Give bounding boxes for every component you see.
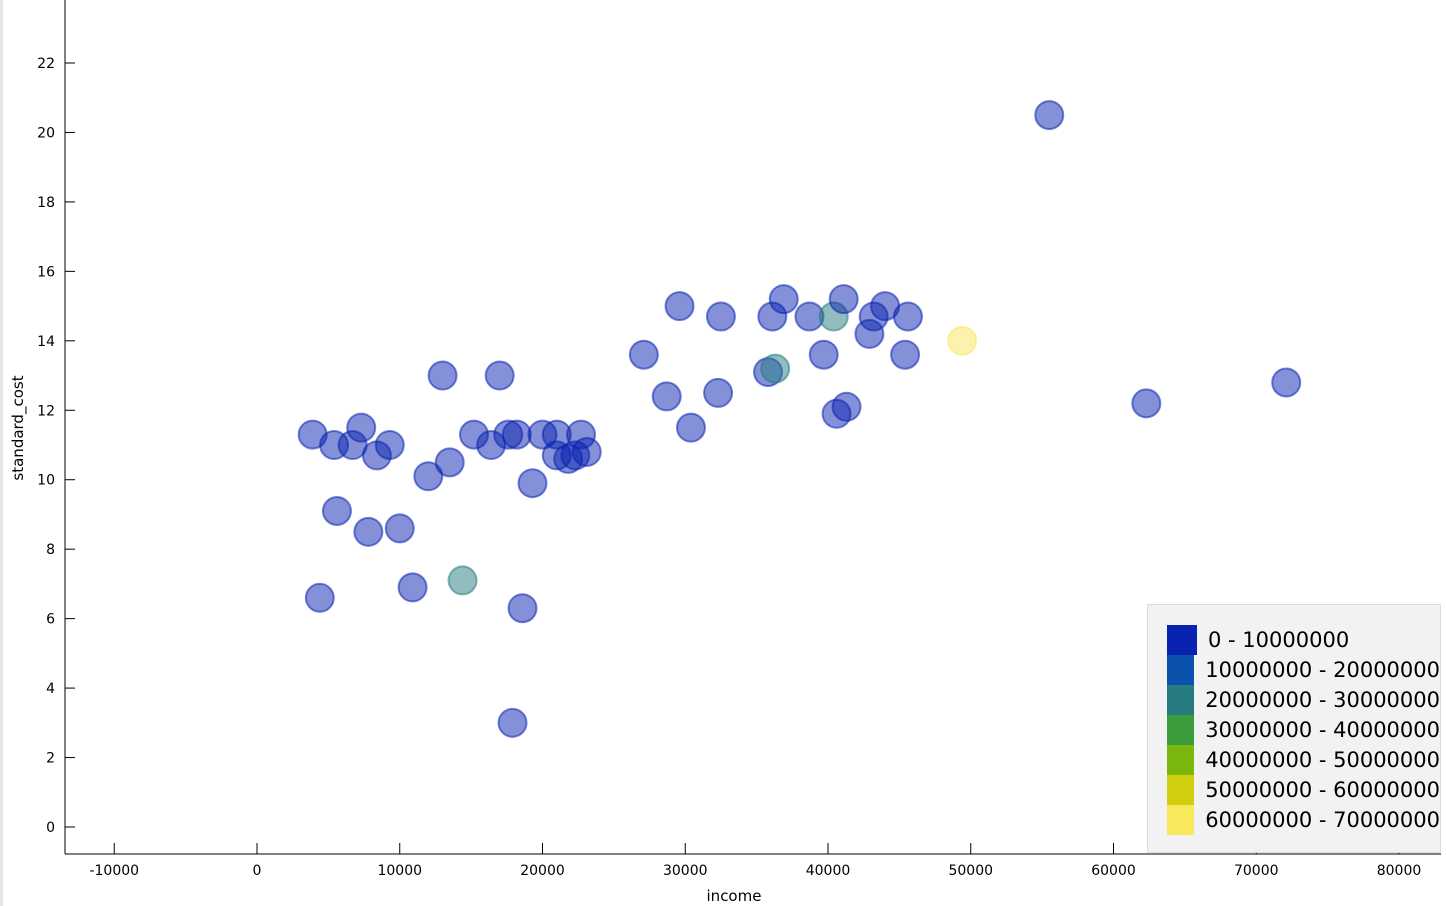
scatter-point [1034, 100, 1065, 131]
scatter-point [384, 513, 415, 544]
y-tick-label: 8 [46, 542, 55, 558]
scatter-point [760, 353, 791, 384]
legend-swatch [1167, 775, 1195, 805]
legend-swatch [1167, 625, 1197, 655]
legend-label: 0 - 10000000 [1208, 628, 1350, 652]
scatter-chart: -10000 0 10000 20000 30000 40000 50000 60000 700… [9, 0, 1441, 905]
x-tick-label: 80000 [1377, 863, 1422, 879]
axes-layer [64, 0, 1441, 855]
scatter-point [447, 565, 478, 596]
scatter-point [353, 516, 384, 547]
scatter-point [507, 593, 538, 624]
scatter-point [517, 468, 548, 499]
scatter-point [1131, 388, 1162, 419]
x-tick-label: 30000 [663, 863, 708, 879]
scatter-point [768, 284, 799, 315]
scatter-point [571, 436, 602, 467]
scatter-point [831, 391, 862, 422]
scatter-point [828, 284, 859, 315]
scatter-point [304, 582, 335, 613]
scatter-point [651, 381, 682, 412]
scatter-point [374, 430, 405, 460]
legend-item: 20000000 - 30000000 [1148, 685, 1440, 715]
scatter-point [628, 339, 659, 370]
y-tick-label: 4 [46, 681, 55, 697]
x-tick-label: 40000 [806, 863, 851, 879]
y-tick-label: 16 [37, 264, 55, 280]
y-tick-label: 18 [37, 195, 55, 211]
legend-swatch [1167, 745, 1195, 775]
scatter-point [497, 707, 528, 738]
scatter-point [892, 301, 923, 332]
legend-item: 30000000 - 40000000 [1148, 715, 1440, 745]
scatter-point [397, 572, 428, 603]
legend-item: 40000000 - 50000000 [1148, 745, 1440, 775]
x-axis-title: income [707, 887, 762, 905]
x-tick-label: 50000 [948, 863, 993, 879]
scatter-point [413, 461, 444, 492]
y-tick-label: 6 [46, 612, 55, 628]
scatter-point [890, 339, 921, 370]
x-tick-label: 0 [253, 863, 262, 879]
legend-label: 60000000 - 70000000 [1205, 808, 1440, 832]
y-tick-label: 10 [37, 473, 55, 489]
legend-label: 30000000 - 40000000 [1205, 718, 1440, 742]
scatter-point [346, 412, 377, 443]
scatter-point [947, 325, 978, 356]
legend-swatch [1167, 685, 1195, 715]
scatter-point [705, 301, 736, 332]
x-tick-label: 60000 [1091, 863, 1136, 879]
y-tick-label: 22 [37, 56, 55, 72]
y-tick-label: 0 [46, 820, 55, 836]
points-layer [297, 100, 1302, 738]
legend-item: 50000000 - 60000000 [1148, 775, 1440, 805]
scatter-point [675, 412, 706, 443]
scatter-point [321, 495, 352, 526]
x-ticks: -10000 0 10000 20000 30000 40000 50000 60000 700… [89, 843, 1421, 879]
legend: 0 - 10000000 10000000 - 20000000 20000000 … [1147, 604, 1441, 853]
x-tick-label: -10000 [89, 863, 139, 879]
legend-label: 10000000 - 20000000 [1205, 658, 1440, 682]
scatter-point [434, 447, 465, 478]
legend-swatch [1167, 805, 1195, 835]
legend-label: 20000000 - 30000000 [1205, 688, 1440, 712]
y-tick-label: 20 [37, 125, 55, 141]
legend-swatch [1167, 715, 1195, 745]
legend-item: 10000000 - 20000000 [1148, 655, 1440, 685]
legend-swatch [1167, 655, 1195, 685]
scatter-point [808, 339, 839, 370]
y-ticks: 0 2 4 6 8 10 12 14 16 18 20 22 [37, 56, 75, 836]
scatter-point [1271, 367, 1302, 398]
y-tick-label: 12 [37, 403, 55, 419]
x-tick-label: 10000 [377, 863, 422, 879]
scatter-point [427, 360, 458, 391]
scatter-point [703, 377, 734, 408]
legend-label: 50000000 - 60000000 [1205, 778, 1440, 802]
legend-item: 60000000 - 70000000 [1148, 805, 1440, 835]
x-tick-label: 20000 [520, 863, 565, 879]
y-tick-label: 2 [46, 751, 55, 767]
legend-item: 0 - 10000000 [1148, 625, 1440, 655]
x-tick-label: 70000 [1234, 863, 1279, 879]
scatter-point [501, 419, 532, 450]
y-tick-label: 14 [37, 334, 55, 350]
scatter-point [484, 360, 515, 391]
scatter-point [664, 291, 695, 322]
y-axis-title: standard_cost [9, 375, 28, 480]
legend-label: 40000000 - 50000000 [1205, 748, 1440, 772]
